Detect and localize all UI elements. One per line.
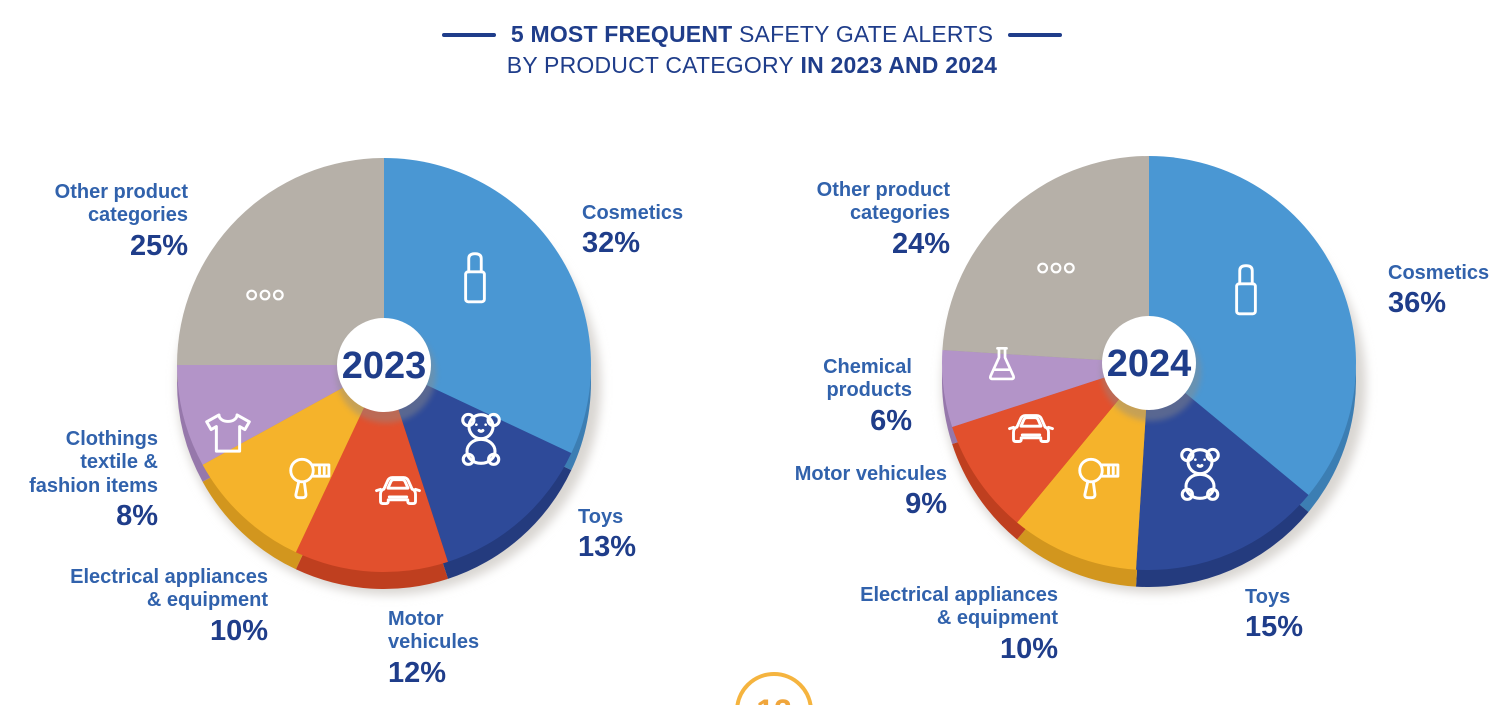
pie-slice-toys-2024: [1136, 363, 1309, 570]
label-percent: 15%: [1245, 611, 1304, 644]
title-left-dash: [441, 32, 496, 37]
label-motor-vehicules-2023: Motor vehicules 12%: [388, 608, 493, 688]
label-chemical-products-2024: Chemical products 6%: [732, 356, 912, 436]
label-other-categories-2024: Other product categories 24%: [790, 179, 950, 259]
label-text: Cosmetics: [582, 202, 684, 224]
label-text: Electrical appliances & equipment: [70, 566, 268, 612]
title-line1-text: 5 MOST FREQUENT SAFETY GATE ALERTS: [511, 21, 993, 48]
label-percent: 12%: [388, 656, 447, 689]
pie-center-year: 2024: [1107, 343, 1192, 385]
pie-slice-cosmetics-2024: [1149, 156, 1357, 495]
pie-svg-2024: 2024: [942, 156, 1366, 593]
label-text: Electrical appliances & equipment: [860, 584, 1058, 630]
pie-slice-cosmetics-2023: [384, 158, 592, 454]
label-text: Motor vehicules: [388, 608, 480, 654]
page-number-badge: 12: [735, 672, 813, 705]
label-text: Cosmetics: [1388, 262, 1490, 284]
label-clothings-2023: Clothings textile & fashion items 8%: [28, 428, 158, 532]
page-number: 12: [756, 693, 792, 705]
label-text: Motor vehicules: [794, 463, 947, 485]
pie-slice-other-product-categories-2024: [942, 156, 1149, 363]
pie-slice-motor-vehicules-2024: [952, 363, 1149, 523]
label-cosmetics-2024: Cosmetics 36%: [1388, 262, 1504, 319]
pie-svg-2023: 2023: [177, 158, 601, 595]
label-toys-2023: Toys 13%: [578, 506, 698, 563]
title-right-dash: [1008, 32, 1063, 37]
label-cosmetics-2023: Cosmetics 32%: [582, 202, 732, 259]
label-text: Toys: [578, 506, 624, 528]
pie-chart-2024: 2024: [909, 133, 1389, 633]
center-hub: [1102, 316, 1196, 410]
label-percent: 6%: [870, 404, 912, 437]
label-percent: 13%: [578, 531, 637, 564]
chart-title-line1: 5 MOST FREQUENT SAFETY GATE ALERTS: [0, 21, 1504, 48]
pie-slice-electrical-appliances-equipment-2023: [202, 365, 384, 553]
label-toys-2024: Toys 15%: [1245, 586, 1365, 643]
chart-title-line2: BY PRODUCT CATEGORY IN 2023 AND 2024: [0, 52, 1504, 79]
title-line2-regular: BY PRODUCT CATEGORY: [506, 52, 794, 78]
label-text: Clothings textile & fashion items: [29, 428, 158, 497]
pie-slice-other-product-categories-2023: [177, 158, 384, 365]
chart-title: 5 MOST FREQUENT SAFETY GATE ALERTS BY PR…: [0, 21, 1504, 79]
pie-slice-clothings-textile-fashion-items-2023: [177, 365, 384, 465]
label-text: Other product categories: [54, 181, 188, 227]
center-hub: [337, 318, 431, 412]
label-electrical-2024: Electrical appliances & equipment 10%: [848, 584, 1058, 664]
label-percent: 10%: [209, 614, 268, 647]
pie-slice-motor-vehicules-2023: [295, 365, 448, 573]
label-text: Chemical products: [823, 356, 912, 402]
label-percent: 36%: [1388, 287, 1447, 320]
title-line2-bold: IN 2023 AND 2024: [800, 52, 998, 78]
label-electrical-2023: Electrical appliances & equipment 10%: [58, 566, 268, 646]
label-text: Other product categories: [816, 179, 950, 225]
label-text: Toys: [1245, 586, 1291, 608]
label-percent: 24%: [891, 227, 950, 260]
label-percent: 8%: [116, 500, 158, 533]
label-motor-vehicules-2024: Motor vehicules 9%: [787, 463, 947, 520]
pie-center-year: 2023: [342, 345, 427, 387]
label-percent: 10%: [999, 632, 1058, 665]
pie-slice-electrical-appliances-equipment-2024: [1017, 363, 1149, 570]
title-line1-bold: 5 MOST FREQUENT: [510, 21, 733, 47]
pie-chart-2023: 2023: [144, 135, 624, 635]
label-percent: 9%: [905, 488, 947, 521]
label-percent: 32%: [582, 227, 641, 260]
title-line1-regular: SAFETY GATE ALERTS: [738, 21, 994, 47]
label-other-categories-2023: Other product categories 25%: [28, 181, 188, 261]
label-percent: 25%: [129, 229, 188, 262]
